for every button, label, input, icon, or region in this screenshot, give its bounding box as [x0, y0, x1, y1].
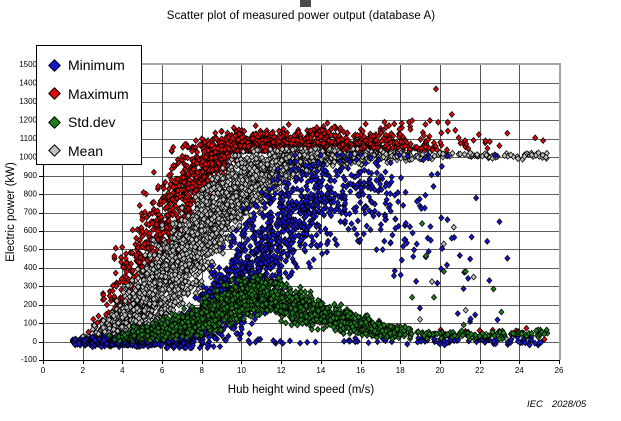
legend-item-label: Maximum	[68, 85, 129, 102]
legend-item-mean: Mean	[37, 137, 141, 166]
legend-diamond-icon	[48, 115, 61, 129]
legend-item-label: Mean	[68, 142, 104, 159]
y-axis-title: Electric power (kW)	[5, 162, 17, 262]
legend-item-minimum: Minimum	[37, 51, 141, 80]
legend-item-stddev: Std.dev	[37, 108, 141, 137]
legend-item-maximum: Maximum	[37, 80, 141, 109]
x-axis-title: Hub height wind speed (m/s)	[227, 384, 375, 396]
legend-diamond-icon	[48, 58, 61, 72]
figure-caption: IEC 2028/05	[527, 399, 586, 410]
legend-item-label: Minimum	[68, 57, 125, 74]
legend-diamond-icon	[48, 87, 61, 101]
document-number: 2028/05	[551, 399, 587, 410]
legend: Minimum Maximum Std.dev Mean	[36, 45, 142, 165]
legend-diamond-icon	[48, 144, 61, 158]
legend-item-label: Std.dev	[68, 114, 116, 131]
iec-label: IEC	[527, 399, 543, 410]
